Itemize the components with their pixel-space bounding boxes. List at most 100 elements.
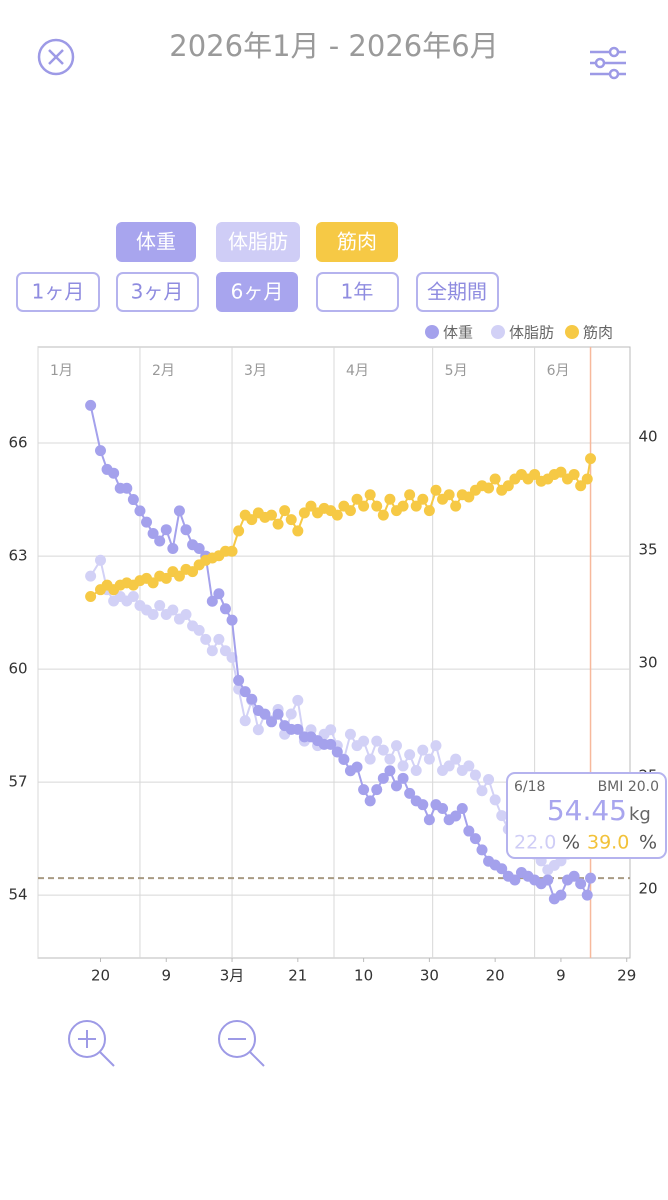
legend-label: 体脂肪: [509, 324, 554, 342]
x-tick-label: 21: [288, 967, 307, 985]
data-point: [279, 505, 291, 517]
data-point: [233, 525, 245, 537]
data-point: [404, 749, 416, 761]
tooltip: 6/18 BMI 20.0 54.45 kg 22.0 % 39.0 %: [506, 772, 667, 859]
data-point: [180, 609, 192, 621]
data-point: [154, 535, 166, 547]
range-button[interactable]: 3ヶ月: [116, 272, 199, 312]
data-point: [437, 802, 449, 814]
range-label: 1年: [341, 280, 374, 304]
data-point: [206, 645, 218, 657]
data-point: [430, 484, 442, 496]
range-label: 全期間: [427, 280, 487, 304]
data-point: [292, 723, 304, 735]
toggle-weight[interactable]: 体重: [116, 222, 196, 262]
data-point: [219, 603, 231, 615]
data-point: [187, 566, 199, 578]
close-button[interactable]: [37, 38, 75, 76]
toggle-label: 体脂肪: [228, 230, 288, 254]
data-point: [371, 784, 383, 796]
data-point: [456, 802, 468, 814]
x-tick-label: 9: [161, 967, 171, 985]
x-tick-label: 20: [486, 967, 505, 985]
month-label: 5月: [445, 363, 468, 379]
month-label: 2月: [152, 363, 175, 379]
toggle-label: 体重: [136, 230, 176, 254]
data-point: [384, 493, 396, 505]
data-point: [226, 614, 238, 626]
data-point: [450, 810, 462, 822]
legend-swatch: [491, 325, 505, 339]
data-point: [575, 480, 587, 492]
data-point: [463, 825, 475, 837]
y2-tick-label: 20: [638, 879, 657, 897]
data-point: [483, 773, 495, 785]
data-point: [358, 784, 370, 796]
data-point: [272, 518, 284, 530]
toggle-fat[interactable]: 体脂肪: [216, 222, 300, 262]
data-point: [423, 814, 435, 826]
data-point: [147, 609, 159, 621]
range-button[interactable]: 全期間: [416, 272, 499, 312]
data-point: [397, 760, 409, 772]
data-point: [430, 740, 442, 752]
data-point: [450, 753, 462, 765]
toggle-muscle[interactable]: 筋肉: [316, 222, 398, 262]
range-button[interactable]: 1年: [316, 272, 399, 312]
data-point: [364, 489, 376, 501]
x-tick-label: 3月: [220, 967, 245, 985]
data-point: [384, 753, 396, 765]
zoom-in-button[interactable]: [68, 1020, 115, 1067]
data-point: [502, 480, 514, 492]
x-tick-label: 30: [420, 967, 439, 985]
data-point: [496, 810, 508, 822]
data-point: [298, 507, 310, 519]
y-tick-label: 60: [8, 660, 27, 678]
data-point: [489, 794, 501, 806]
data-point: [85, 399, 97, 411]
filter-button[interactable]: [590, 46, 626, 80]
data-point: [127, 590, 139, 602]
data-point: [476, 785, 488, 797]
data-point: [147, 527, 159, 539]
data-point: [555, 466, 567, 478]
data-point: [108, 467, 120, 479]
data-point: [193, 624, 205, 636]
data-point: [206, 595, 218, 607]
legend-swatch: [565, 325, 579, 339]
data-point: [568, 870, 580, 882]
tooltip-muscle: 39.0: [587, 832, 629, 854]
tooltip-bmi: BMI 20.0: [598, 779, 659, 795]
month-label: 3月: [244, 363, 267, 379]
data-point: [305, 500, 317, 512]
data-point: [285, 514, 297, 526]
data-point: [147, 577, 159, 589]
data-point: [423, 753, 435, 765]
data-point: [390, 780, 402, 792]
range-label: 6ヶ月: [231, 280, 284, 304]
month-label: 1月: [50, 363, 73, 379]
data-point: [397, 772, 409, 784]
data-point: [443, 489, 455, 501]
range-button[interactable]: 6ヶ月: [216, 272, 298, 312]
range-button[interactable]: 1ヶ月: [16, 272, 100, 312]
data-point: [233, 674, 245, 686]
data-point: [180, 524, 192, 536]
data-point: [397, 500, 409, 512]
data-point: [266, 716, 278, 728]
data-point: [167, 604, 179, 616]
data-point: [529, 468, 541, 480]
x-tick-label: 29: [617, 967, 636, 985]
data-point: [154, 600, 166, 611]
y-tick-label: 54: [8, 886, 27, 904]
data-point: [443, 760, 455, 772]
data-point: [476, 844, 488, 856]
data-point: [463, 491, 475, 503]
data-point: [344, 728, 356, 740]
zoom-out-button[interactable]: [218, 1020, 265, 1067]
tooltip-fat-unit: %: [562, 832, 580, 854]
data-point: [127, 494, 139, 506]
tooltip-muscle-unit: %: [639, 832, 657, 854]
